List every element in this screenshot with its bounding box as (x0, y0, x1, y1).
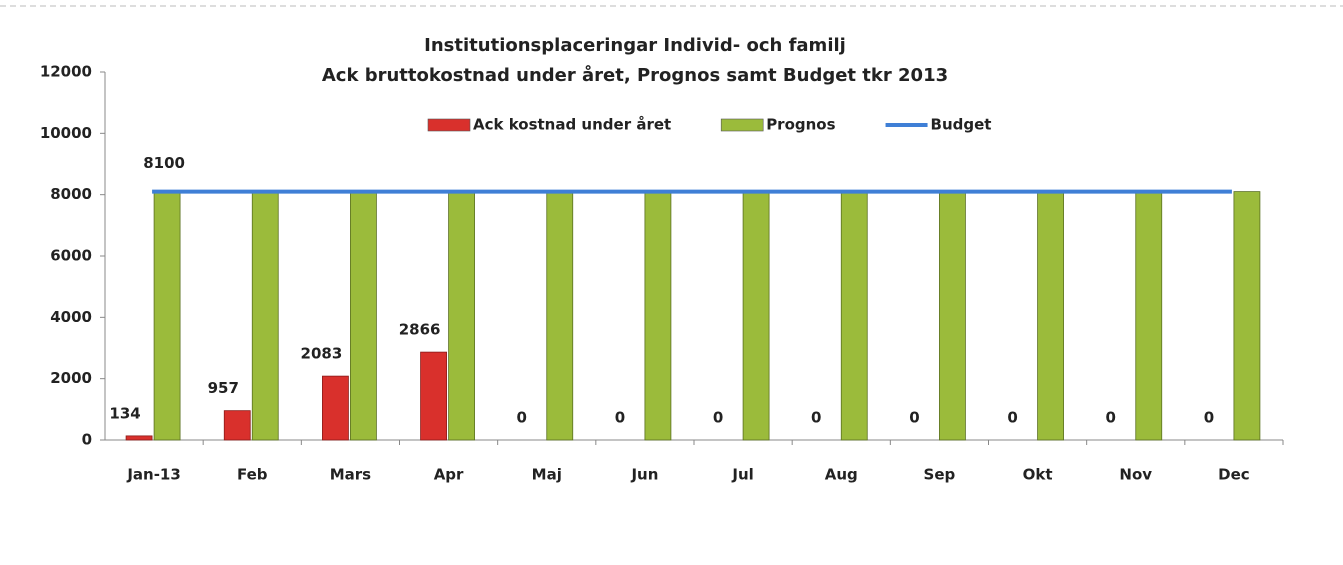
legend-label: Budget (931, 116, 992, 134)
legend-label: Prognos (766, 116, 835, 134)
bar (644, 191, 672, 441)
bar (350, 191, 377, 441)
x-tick-label: Sep (924, 466, 956, 484)
y-tick-label: 2000 (50, 369, 92, 387)
y-tick-label: 8000 (50, 185, 92, 203)
x-tick-label: Aug (825, 466, 858, 484)
data-label: 0 (1204, 409, 1214, 427)
bar (742, 191, 770, 441)
bar (322, 375, 349, 441)
x-tick-label: Apr (434, 466, 464, 484)
x-tick-label: Mars (330, 466, 371, 484)
bar (840, 191, 868, 441)
legend-swatch (427, 118, 471, 132)
data-label: 0 (615, 409, 625, 427)
y-tick-label: 4000 (50, 308, 92, 326)
bar (546, 191, 574, 441)
chart-title: Ack bruttokostnad under året, Prognos sa… (322, 64, 948, 86)
bar (223, 410, 251, 441)
x-tick-label: Dec (1218, 466, 1250, 484)
x-tick-label: Feb (237, 466, 268, 484)
y-tick-label: 6000 (50, 247, 92, 265)
data-label: 2083 (301, 345, 343, 363)
data-label: 134 (109, 404, 140, 422)
bar (420, 351, 447, 441)
bar (125, 435, 153, 441)
data-label: 0 (1007, 409, 1017, 427)
x-tick-label: Jun (630, 466, 658, 484)
data-label: 8100 (143, 154, 185, 172)
x-tick-label: Maj (532, 466, 562, 484)
bar (1037, 191, 1064, 441)
data-label: 0 (811, 409, 821, 427)
data-label: 0 (909, 409, 919, 427)
data-label: 0 (713, 409, 723, 427)
bar (251, 191, 279, 441)
x-tick-label: Nov (1119, 466, 1152, 484)
y-tick-label: 10000 (40, 124, 92, 142)
bar (1135, 191, 1163, 441)
data-label: 2866 (399, 321, 441, 339)
bar (153, 191, 181, 441)
x-tick-label: Jul (731, 466, 753, 484)
bar (448, 191, 475, 441)
legend-label: Ack kostnad under året (473, 116, 671, 134)
y-tick-label: 0 (82, 431, 92, 449)
x-tick-label: Jan-13 (126, 466, 180, 484)
data-label: 0 (517, 409, 527, 427)
y-tick-label: 12000 (40, 63, 92, 81)
x-tick-label: Okt (1023, 466, 1053, 484)
data-label: 957 (208, 379, 239, 397)
chart-title: Institutionsplaceringar Individ- och fam… (424, 35, 846, 56)
legend-swatch (720, 118, 764, 132)
bar (1233, 191, 1261, 441)
bar (939, 191, 966, 441)
data-label: 0 (1106, 409, 1116, 427)
